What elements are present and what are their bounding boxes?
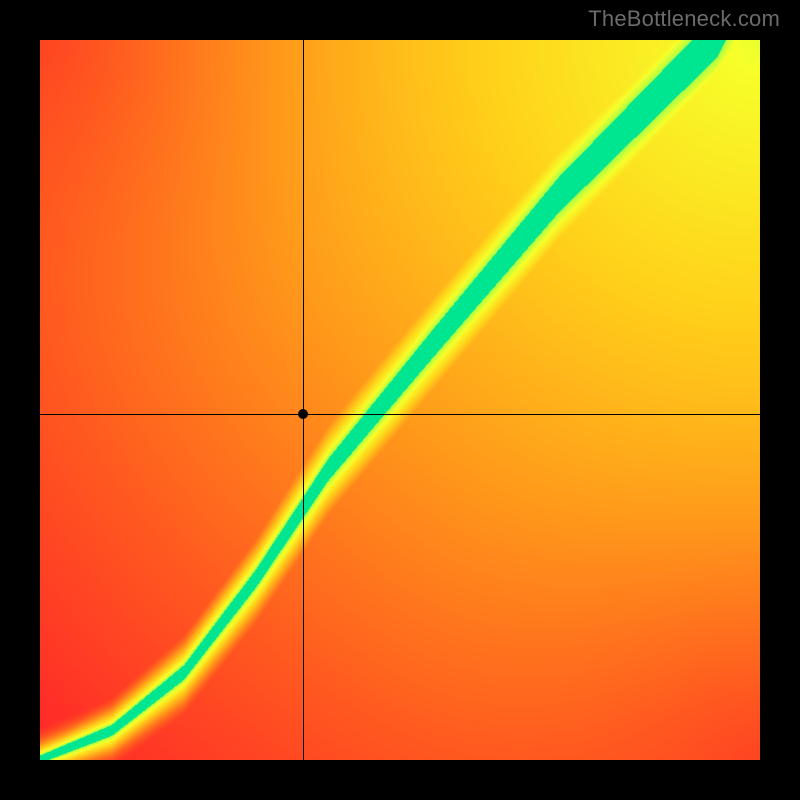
crosshair-horizontal xyxy=(40,414,760,415)
heatmap-canvas xyxy=(40,40,760,760)
plot-area xyxy=(40,40,760,760)
chart-container: TheBottleneck.com xyxy=(0,0,800,800)
crosshair-vertical xyxy=(303,40,304,760)
crosshair-marker xyxy=(298,409,308,419)
watermark-text: TheBottleneck.com xyxy=(588,6,780,32)
